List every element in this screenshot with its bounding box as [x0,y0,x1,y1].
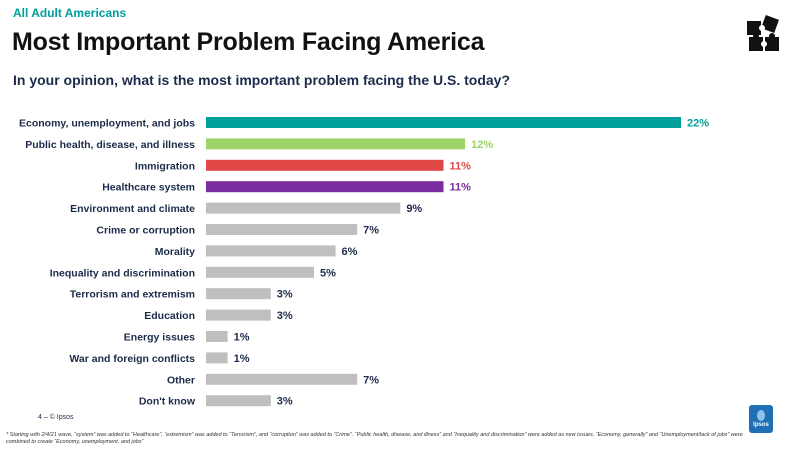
footnote: * Starting with 2/4/21 wave, “system” wa… [6,432,743,445]
category-label: War and foreign conflicts [69,353,195,365]
value-label: 9% [406,203,422,215]
category-label: Crime or corruption [96,225,195,237]
bar [206,159,444,171]
bar [206,266,314,278]
bar [206,138,466,150]
bar [206,224,358,235]
value-label: 3% [277,310,293,322]
value-label: 5% [320,267,336,279]
bar [206,352,228,364]
category-label: Energy issues [124,332,195,344]
survey-question: In your opinion, what is the most import… [13,72,511,88]
category-label: Morality [155,246,195,258]
page-number: 4 – © Ipsos [38,414,74,421]
bar-chart: Economy, unemployment, and jobs 22% Public… [19,117,709,408]
category-label: Education [144,310,195,322]
value-label: 12% [471,139,493,151]
category-label: Healthcare system [102,182,195,194]
category-label: Inequality and discrimination [50,267,195,279]
category-label: Immigration [135,160,195,172]
category-label: Terrorism and extremism [70,289,195,301]
bar [206,202,401,214]
value-label: 1% [234,353,250,365]
value-label: 7% [363,225,379,237]
bar [206,331,228,342]
value-label: 3% [277,396,293,408]
category-label: Environment and climate [70,203,195,215]
value-label: 6% [342,246,358,258]
value-label: 11% [450,160,472,172]
bar [206,309,271,321]
value-label: 7% [363,374,379,386]
category-label: Economy, unemployment, and jobs [19,118,195,130]
bar [206,117,681,128]
category-label: Don't know [139,396,196,408]
puzzle-icon [747,15,779,51]
value-label: 11% [450,182,472,194]
bar [206,395,271,407]
bar [206,245,336,257]
ipsos-logo: Ipsos [749,405,773,433]
category-label: Public health, disease, and illness [25,139,195,151]
page-title: Most Important Problem Facing America [12,28,485,56]
bar [206,288,271,300]
audience-label: All Adult Americans [13,6,127,20]
value-label: 3% [277,289,293,301]
value-label: 1% [234,332,250,344]
bar [206,181,444,193]
category-label: Other [167,374,195,386]
bar [206,373,358,385]
value-label: 22% [687,118,709,130]
